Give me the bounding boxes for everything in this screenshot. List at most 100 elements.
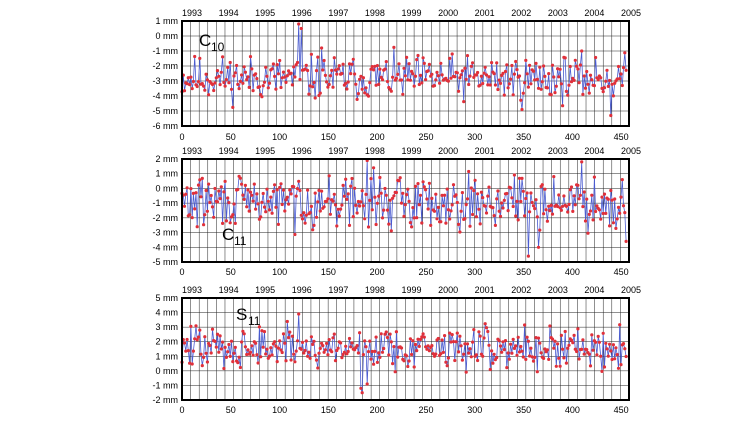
data-point — [517, 74, 522, 78]
data-point — [491, 361, 495, 365]
data-point — [623, 51, 627, 55]
data-point — [618, 77, 622, 81]
data-point — [422, 61, 426, 65]
data-point — [556, 342, 560, 346]
data-point — [599, 354, 603, 358]
data-point — [451, 183, 456, 187]
data-point — [520, 349, 524, 353]
data-point — [257, 217, 261, 221]
data-point — [524, 196, 528, 201]
y-tick-label: 2 mm — [156, 337, 179, 347]
data-point — [465, 342, 470, 346]
data-point — [557, 193, 561, 197]
data-point — [590, 78, 594, 82]
data-point — [590, 333, 594, 337]
data-point — [229, 339, 234, 343]
data-point — [558, 206, 562, 210]
data-point — [425, 347, 429, 351]
data-point — [469, 355, 473, 359]
data-point — [284, 359, 288, 363]
data-point — [292, 185, 296, 189]
data-point — [432, 84, 437, 88]
data-point — [285, 195, 289, 199]
data-point — [270, 211, 274, 215]
data-point — [267, 354, 272, 358]
data-point — [185, 186, 189, 190]
data-point — [212, 215, 216, 219]
data-point — [440, 338, 444, 342]
data-point — [223, 179, 227, 183]
data-point — [265, 187, 269, 191]
data-point — [403, 74, 407, 78]
data-point — [317, 93, 321, 98]
data-point — [226, 196, 230, 200]
data-point — [190, 216, 194, 220]
data-point — [261, 84, 265, 88]
data-point — [528, 210, 532, 214]
data-point — [460, 69, 464, 73]
data-point — [588, 209, 593, 213]
data-point — [185, 82, 189, 86]
data-point — [212, 88, 216, 93]
data-point — [389, 229, 393, 233]
data-point — [300, 217, 305, 221]
data-point — [205, 78, 209, 82]
data-point — [278, 185, 282, 190]
data-point — [495, 197, 499, 201]
data-point — [521, 355, 525, 359]
data-point — [609, 188, 613, 193]
data-point — [550, 63, 555, 67]
data-point — [202, 355, 206, 359]
data-point — [597, 208, 602, 212]
data-point — [280, 202, 284, 207]
data-point — [344, 81, 348, 86]
data-point — [355, 97, 359, 101]
data-point — [316, 55, 320, 59]
data-point — [213, 339, 217, 343]
data-point — [561, 104, 565, 108]
data-point — [580, 49, 584, 53]
data-point — [619, 363, 623, 367]
data-point — [539, 351, 543, 355]
data-point — [610, 357, 614, 362]
data-point — [543, 187, 547, 191]
data-point — [389, 340, 393, 344]
data-point — [564, 204, 569, 208]
data-point — [578, 193, 583, 197]
data-point — [406, 78, 410, 82]
data-point — [533, 78, 537, 82]
data-point — [538, 228, 542, 232]
data-point — [467, 351, 471, 355]
data-point — [520, 107, 524, 112]
data-point — [581, 205, 585, 209]
data-point — [204, 72, 208, 76]
data-point — [425, 197, 429, 201]
data-point — [478, 83, 482, 87]
data-point — [333, 68, 338, 72]
data-point — [620, 178, 624, 182]
data-point — [337, 64, 341, 68]
data-point — [354, 82, 358, 86]
data-point — [336, 346, 340, 350]
data-point — [562, 194, 566, 198]
data-point — [476, 358, 480, 363]
data-point — [463, 66, 467, 70]
data-point — [453, 358, 457, 363]
data-point — [507, 357, 511, 361]
data-point — [503, 69, 508, 74]
data-point — [366, 94, 371, 98]
data-point — [578, 63, 583, 67]
data-point — [421, 56, 425, 60]
data-point — [548, 324, 552, 328]
year-label: 1993 — [182, 8, 202, 18]
data-point — [297, 312, 301, 316]
year-label: 1993 — [182, 285, 202, 295]
year-label: 1995 — [255, 8, 275, 18]
y-tick-label: -6 mm — [153, 121, 179, 131]
data-point — [506, 351, 510, 355]
data-point — [621, 342, 626, 346]
data-point — [406, 364, 410, 369]
data-point — [370, 65, 374, 69]
x-tick-label: 300 — [467, 267, 482, 277]
data-point — [421, 332, 425, 336]
